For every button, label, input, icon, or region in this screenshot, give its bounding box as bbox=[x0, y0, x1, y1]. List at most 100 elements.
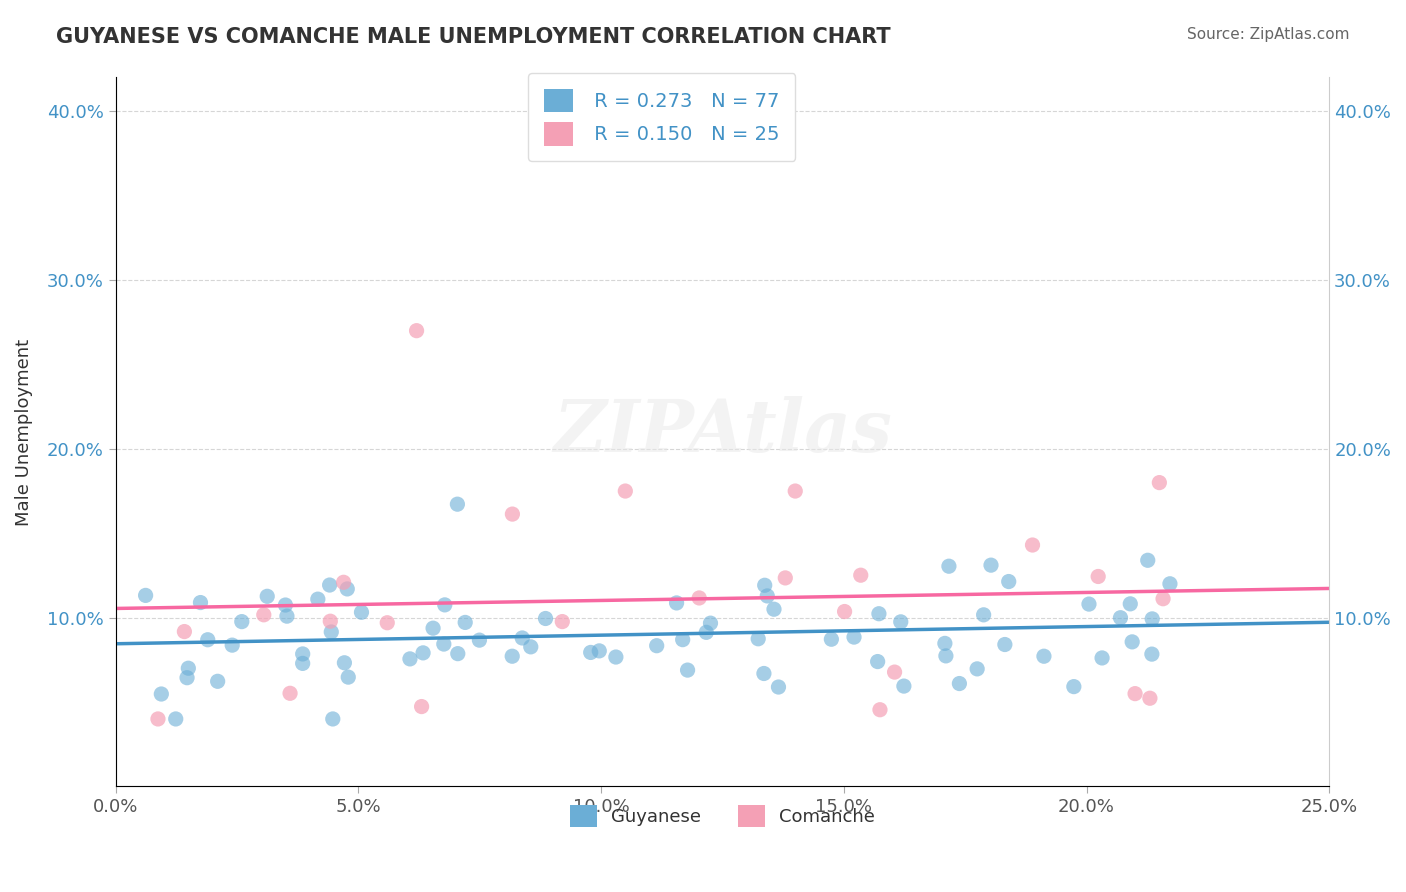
Point bbox=[1087, 569, 1109, 583]
Point bbox=[501, 649, 523, 664]
Point bbox=[868, 607, 890, 621]
Point bbox=[672, 632, 695, 647]
Point bbox=[849, 568, 872, 582]
Point bbox=[146, 712, 169, 726]
Point bbox=[754, 578, 776, 592]
Point bbox=[695, 625, 717, 640]
Point bbox=[412, 646, 434, 660]
Point bbox=[1109, 611, 1132, 625]
Point bbox=[1139, 691, 1161, 706]
Point bbox=[614, 484, 637, 499]
Point bbox=[322, 712, 344, 726]
Point bbox=[605, 650, 627, 665]
Point bbox=[333, 656, 356, 670]
Point bbox=[980, 558, 1002, 573]
Point bbox=[893, 679, 915, 693]
Point bbox=[501, 507, 523, 521]
Point bbox=[752, 666, 775, 681]
Text: GUYANESE VS COMANCHE MALE UNEMPLOYMENT CORRELATION CHART: GUYANESE VS COMANCHE MALE UNEMPLOYMENT C… bbox=[56, 27, 891, 46]
Point bbox=[551, 615, 574, 629]
Point bbox=[1140, 612, 1163, 626]
Point bbox=[1021, 538, 1043, 552]
Point bbox=[768, 680, 790, 694]
Point bbox=[510, 631, 533, 645]
Point bbox=[973, 607, 995, 622]
Point bbox=[785, 484, 807, 499]
Point bbox=[256, 590, 278, 604]
Point bbox=[645, 639, 668, 653]
Point bbox=[221, 638, 243, 652]
Point bbox=[1152, 591, 1174, 606]
Point bbox=[422, 621, 444, 635]
Point bbox=[446, 497, 468, 511]
Point bbox=[173, 624, 195, 639]
Point bbox=[135, 588, 157, 602]
Point bbox=[375, 615, 398, 630]
Point bbox=[1123, 687, 1146, 701]
Point bbox=[291, 657, 314, 671]
Point bbox=[762, 602, 785, 616]
Y-axis label: Male Unemployment: Male Unemployment bbox=[15, 338, 32, 525]
Point bbox=[534, 611, 557, 625]
Point bbox=[938, 559, 960, 574]
Point bbox=[307, 592, 329, 607]
Point bbox=[1140, 647, 1163, 661]
Point bbox=[1121, 635, 1143, 649]
Point bbox=[869, 703, 891, 717]
Point bbox=[994, 638, 1017, 652]
Text: ZIPAtlas: ZIPAtlas bbox=[553, 396, 891, 467]
Point bbox=[405, 324, 427, 338]
Point bbox=[520, 640, 543, 654]
Point bbox=[411, 699, 433, 714]
Point bbox=[197, 632, 219, 647]
Point bbox=[165, 712, 187, 726]
Text: Source: ZipAtlas.com: Source: ZipAtlas.com bbox=[1187, 27, 1350, 42]
Point bbox=[433, 637, 456, 651]
Point bbox=[468, 633, 491, 648]
Point bbox=[1063, 680, 1085, 694]
Point bbox=[1091, 651, 1114, 665]
Point bbox=[177, 661, 200, 675]
Point bbox=[1159, 576, 1181, 591]
Point bbox=[699, 616, 721, 631]
Point bbox=[820, 632, 842, 647]
Point bbox=[966, 662, 988, 676]
Point bbox=[1119, 597, 1142, 611]
Point bbox=[321, 624, 343, 639]
Point bbox=[934, 636, 956, 650]
Point bbox=[688, 591, 710, 605]
Point bbox=[756, 589, 779, 603]
Point bbox=[588, 644, 610, 658]
Point bbox=[291, 647, 314, 661]
Point bbox=[935, 648, 957, 663]
Point bbox=[997, 574, 1019, 589]
Point bbox=[399, 652, 422, 666]
Point bbox=[1032, 649, 1054, 664]
Point bbox=[278, 686, 301, 700]
Point bbox=[447, 647, 470, 661]
Point bbox=[1136, 553, 1159, 567]
Point bbox=[747, 632, 769, 646]
Point bbox=[274, 598, 297, 612]
Point bbox=[433, 598, 456, 612]
Legend: Guyanese, Comanche: Guyanese, Comanche bbox=[562, 797, 882, 834]
Point bbox=[150, 687, 173, 701]
Point bbox=[454, 615, 477, 630]
Point bbox=[336, 582, 359, 596]
Point bbox=[207, 674, 229, 689]
Point bbox=[866, 655, 889, 669]
Point bbox=[318, 578, 340, 592]
Point bbox=[775, 571, 797, 585]
Point bbox=[1149, 475, 1171, 490]
Point bbox=[579, 645, 602, 659]
Point bbox=[253, 607, 276, 622]
Point bbox=[337, 670, 360, 684]
Point bbox=[1078, 597, 1101, 611]
Point bbox=[332, 575, 354, 590]
Point bbox=[883, 665, 905, 679]
Point bbox=[676, 663, 699, 677]
Point bbox=[276, 609, 298, 624]
Point bbox=[948, 676, 970, 690]
Point bbox=[834, 605, 856, 619]
Point bbox=[890, 615, 912, 629]
